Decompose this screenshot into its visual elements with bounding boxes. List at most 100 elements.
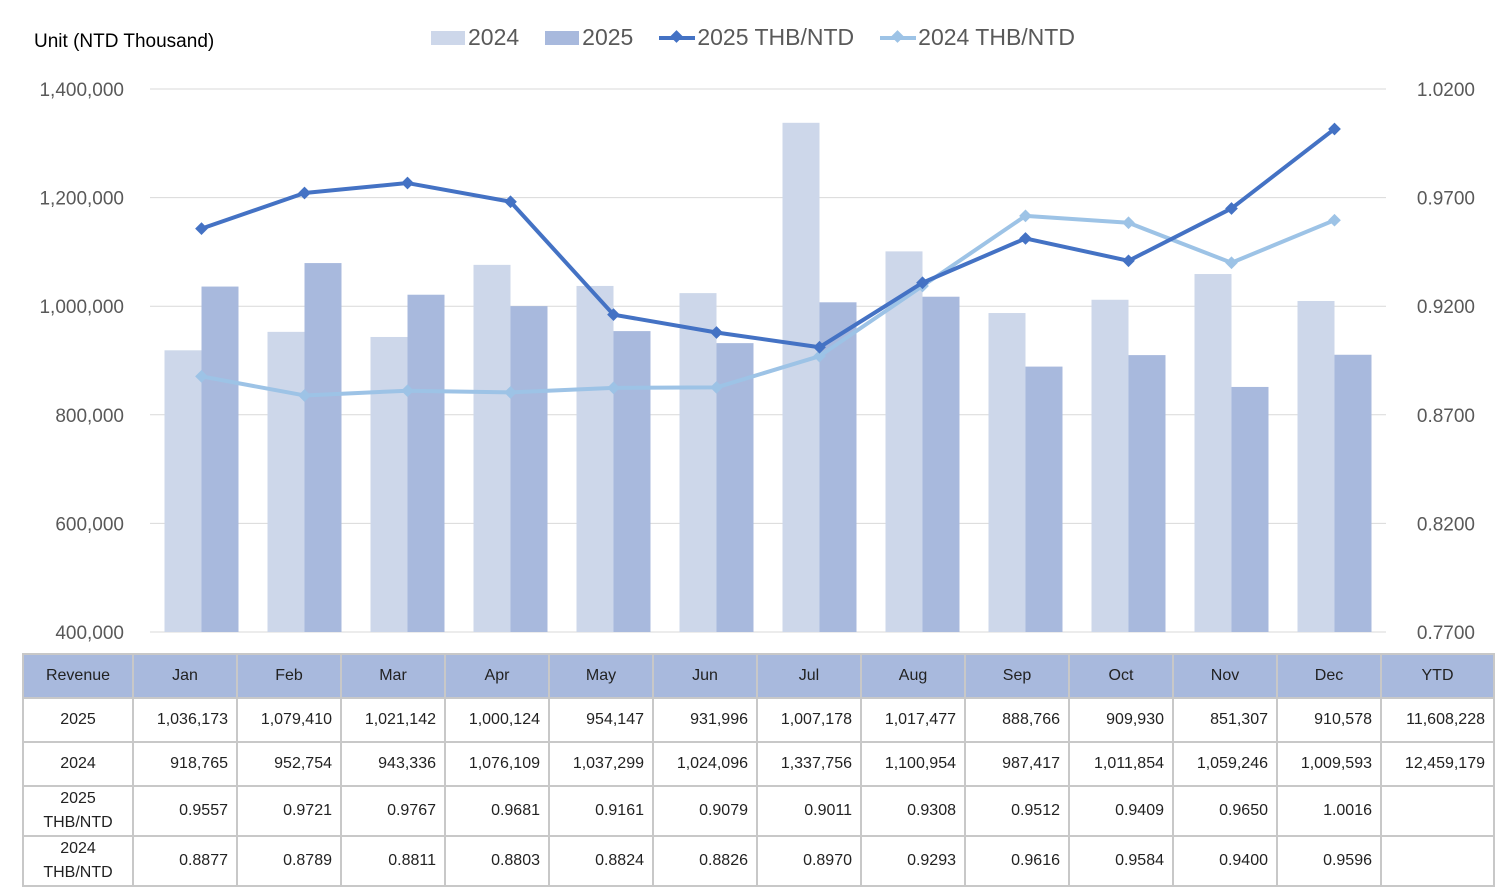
table-cell: 1,079,410	[236, 697, 342, 743]
left-axis-tick-label: 1,000,000	[39, 297, 124, 318]
column-header: May	[548, 653, 654, 699]
legend-line-marker	[659, 29, 696, 43]
bar-2025	[716, 343, 754, 632]
table-cell: 12,459,179	[1380, 741, 1495, 787]
table-cell: 0.9584	[1068, 835, 1174, 887]
table-cell: 0.9721	[236, 785, 342, 837]
bar-2024	[885, 251, 923, 633]
bar-2025	[1231, 386, 1269, 632]
table-cell: 954,147	[548, 697, 654, 743]
table-cell: 0.8789	[236, 835, 342, 887]
legend-line-marker	[880, 29, 917, 43]
row-label: 2024	[22, 741, 134, 787]
line-point-marker	[1328, 213, 1341, 227]
bar-2025	[1128, 355, 1166, 632]
bar-2025	[304, 263, 342, 632]
bar-2024	[473, 264, 511, 632]
bar-2024	[1297, 300, 1335, 632]
left-axis-tick-label: 1,200,000	[39, 189, 124, 210]
table-row: 2024 THB/NTD 0.8877 0.8789 0.8811 0.8803 0.88…	[22, 835, 1495, 887]
bar-2024	[1194, 274, 1232, 632]
bar-2024	[164, 350, 202, 632]
legend-label: 2024	[468, 24, 520, 50]
table-cell: 1,059,246	[1172, 741, 1278, 787]
bar-2025	[613, 331, 651, 632]
table-header-row: Revenue Jan Feb Mar Apr May Jun Jul Aug Sep Oct Nov…	[22, 653, 1495, 699]
data-table: Revenue Jan Feb Mar Apr May Jun Jul Aug Sep Oct Nov…	[22, 653, 1495, 887]
table-cell: 0.9409	[1068, 785, 1174, 837]
table-cell: 1,036,173	[132, 697, 238, 743]
table-cell: 1,100,954	[860, 741, 966, 787]
table-cell: 909,930	[1068, 697, 1174, 743]
legend-label: 2024 THB/NTD	[918, 24, 1075, 50]
left-axis-tick-label: 600,000	[55, 514, 124, 535]
legend-item-2024: 2024	[431, 24, 519, 51]
table-cell: 1,000,124	[444, 697, 550, 743]
table-cell: 0.8826	[652, 835, 758, 887]
line-point-marker	[1122, 216, 1135, 230]
bar-2024	[267, 331, 305, 632]
table-cell: 0.8970	[756, 835, 862, 887]
table-cell: 987,417	[964, 741, 1070, 787]
table-cell: 0.9400	[1172, 835, 1278, 887]
revenue-chart: 400,000 0.7700 600,000 0.8200 800,000 0.8700 1…	[39, 80, 1475, 644]
line-point-marker	[1019, 232, 1032, 245]
right-axis-tick-label: 0.8700	[1417, 406, 1475, 427]
column-header: Jun	[652, 653, 758, 699]
table-cell: 0.9557	[132, 785, 238, 837]
table-cell: 943,336	[340, 741, 446, 787]
bar-2025	[819, 302, 857, 632]
bar-2024	[988, 313, 1026, 632]
table-cell: 918,765	[132, 741, 238, 787]
legend: 2024 2025 2025 THB/NTD 2024 THB/NTD	[431, 24, 1101, 51]
bar-2025	[922, 296, 960, 632]
table-cell	[1380, 785, 1495, 837]
table-cell: 851,307	[1172, 697, 1278, 743]
line-point-marker	[401, 384, 414, 398]
table-cell: 931,996	[652, 697, 758, 743]
table-cell: 0.9512	[964, 785, 1070, 837]
right-axis-tick-label: 0.9700	[1417, 189, 1475, 210]
row-label: 2024 THB/NTD	[22, 835, 134, 887]
table-cell: 1,337,756	[756, 741, 862, 787]
table-cell: 910,578	[1276, 697, 1382, 743]
column-header: Feb	[236, 653, 342, 699]
table-cell: 0.9293	[860, 835, 966, 887]
table-cell: 888,766	[964, 697, 1070, 743]
unit-label: Unit (NTD Thousand)	[34, 31, 215, 52]
bar-2025	[1025, 366, 1063, 632]
row-label: 2025 THB/NTD	[22, 785, 134, 837]
bar-2024	[1091, 299, 1129, 632]
column-header: Mar	[340, 653, 446, 699]
table-cell	[1380, 835, 1495, 887]
right-axis-tick-label: 1.0200	[1417, 80, 1475, 101]
bar-2025	[1334, 354, 1372, 632]
legend-item-2025: 2025	[545, 24, 633, 51]
bar-2024	[576, 285, 614, 632]
left-axis-tick-label: 1,400,000	[39, 80, 124, 101]
table-cell: 0.8811	[340, 835, 446, 887]
table-cell: 1,076,109	[444, 741, 550, 787]
bar-2024	[679, 293, 717, 632]
left-axis-tick-label: 800,000	[55, 406, 124, 427]
column-header: Revenue	[22, 653, 134, 699]
table-cell: 1,009,593	[1276, 741, 1382, 787]
column-header: Aug	[860, 653, 966, 699]
table-cell: 0.9616	[964, 835, 1070, 887]
bar-2024	[782, 122, 820, 632]
column-header: Jan	[132, 653, 238, 699]
table-cell: 1,037,299	[548, 741, 654, 787]
table-cell: 0.9161	[548, 785, 654, 837]
line-point-marker	[195, 369, 208, 383]
legend-swatch	[431, 30, 465, 45]
line-point-marker	[298, 186, 311, 200]
column-header: YTD	[1380, 653, 1495, 699]
table-cell: 1,024,096	[652, 741, 758, 787]
row-label: 2025	[22, 697, 134, 743]
column-header: Oct	[1068, 653, 1174, 699]
line-point-marker	[1225, 256, 1238, 270]
column-header: Sep	[964, 653, 1070, 699]
table-cell: 1,011,854	[1068, 741, 1174, 787]
table-cell: 952,754	[236, 741, 342, 787]
line-point-marker	[195, 222, 208, 236]
